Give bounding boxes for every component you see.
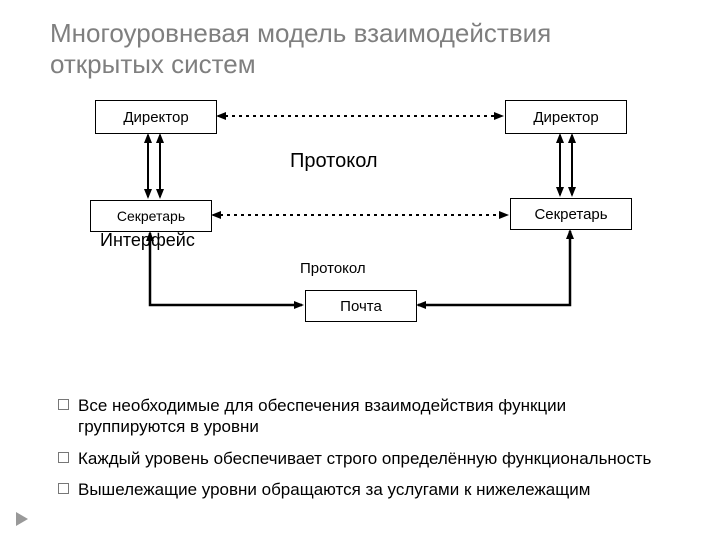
list-item: Все необходимые для обеспечения взаимоде…	[50, 395, 670, 438]
bullet-list: Все необходимые для обеспечения взаимоде…	[50, 395, 670, 510]
node-director-left: Директор	[95, 100, 217, 134]
slide: Многоуровневая модель взаимодействия отк…	[0, 0, 720, 540]
next-slide-icon[interactable]	[16, 512, 28, 526]
node-label: Секретарь	[534, 206, 607, 223]
page-title: Многоуровневая модель взаимодействия отк…	[50, 18, 670, 80]
list-item: Каждый уровень обеспечивает строго опред…	[50, 448, 670, 469]
node-secretary-right: Секретарь	[510, 198, 632, 230]
bullet-text: Все необходимые для обеспечения взаимоде…	[78, 396, 566, 436]
bullet-text: Вышележащие уровни обращаются за услугам…	[78, 480, 590, 499]
osi-analogy-diagram: Директор Директор Секретарь Секретарь По…	[60, 95, 660, 375]
node-label: Секретарь	[117, 208, 185, 224]
node-label: Почта	[340, 298, 382, 315]
edge-secretary-right-to-mail	[418, 231, 570, 305]
node-label: Директор	[533, 109, 598, 126]
label-protocol-top: Протокол	[290, 150, 378, 173]
node-label: Директор	[123, 109, 188, 126]
label-protocol-bottom: Протокол	[300, 260, 366, 277]
bullet-text: Каждый уровень обеспечивает строго опред…	[78, 449, 651, 468]
list-item: Вышележащие уровни обращаются за услугам…	[50, 479, 670, 500]
node-director-right: Директор	[505, 100, 627, 134]
node-mail: Почта	[305, 290, 417, 322]
node-secretary-left: Секретарь	[90, 200, 212, 232]
label-interface: Интерфейс	[100, 230, 195, 251]
